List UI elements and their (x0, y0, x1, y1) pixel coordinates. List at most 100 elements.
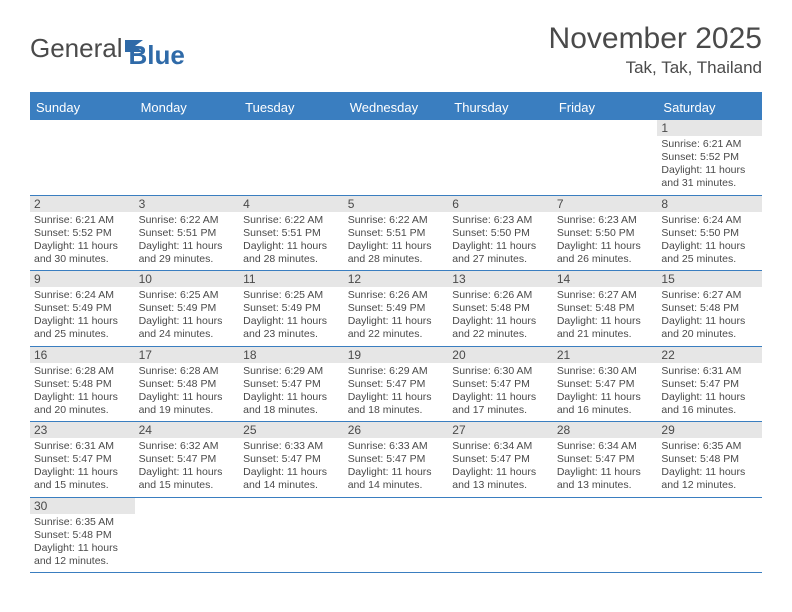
weekday-row: SundayMondayTuesdayWednesdayThursdayFrid… (30, 95, 762, 120)
day-info: Sunrise: 6:34 AMSunset: 5:47 PMDaylight:… (557, 440, 654, 493)
day-cell-10: 10 Sunrise: 6:25 AMSunset: 5:49 PMDayligh… (135, 271, 240, 347)
week-row: 1 Sunrise: 6:21 AMSunset: 5:52 PMDaylight… (30, 120, 762, 196)
day-number: 5 (344, 196, 449, 212)
day-number: 28 (553, 422, 658, 438)
empty-cell (553, 120, 658, 196)
day-number: 7 (553, 196, 658, 212)
week-row: 23 Sunrise: 6:31 AMSunset: 5:47 PMDayligh… (30, 422, 762, 498)
empty-cell (135, 120, 240, 196)
day-cell-20: 20Sunrise: 6:30 AMSunset: 5:47 PMDayligh… (448, 347, 553, 423)
day-info: Sunrise: 6:31 AMSunset: 5:47 PMDaylight:… (34, 440, 131, 493)
day-info: Sunrise: 6:28 AMSunset: 5:48 PMDaylight:… (34, 365, 131, 418)
day-number: 27 (448, 422, 553, 438)
title-block: November 2025 Tak, Tak, Thailand (549, 22, 762, 78)
day-cell-27: 27 Sunrise: 6:34 AMSunset: 5:47 PMDayligh… (448, 422, 553, 498)
day-number: 16 (30, 347, 135, 363)
day-cell-5: 5Sunrise: 6:22 AMSunset: 5:51 PMDaylight… (344, 196, 449, 272)
day-info: Sunrise: 6:35 AMSunset: 5:48 PMDaylight:… (34, 516, 131, 569)
day-cell-17: 17 Sunrise: 6:28 AMSunset: 5:48 PMDayligh… (135, 347, 240, 423)
day-number: 22 (657, 347, 762, 363)
day-info: Sunrise: 6:22 AMSunset: 5:51 PMDaylight:… (139, 214, 236, 267)
day-info: Sunrise: 6:24 AMSunset: 5:49 PMDaylight:… (34, 289, 131, 342)
day-cell-16: 16 Sunrise: 6:28 AMSunset: 5:48 PMDayligh… (30, 347, 135, 423)
day-cell-8: 8Sunrise: 6:24 AMSunset: 5:50 PMDaylight… (657, 196, 762, 272)
day-number: 21 (553, 347, 658, 363)
day-cell-14: 14Sunrise: 6:27 AMSunset: 5:48 PMDayligh… (553, 271, 658, 347)
day-cell-18: 18Sunrise: 6:29 AMSunset: 5:47 PMDayligh… (239, 347, 344, 423)
logo: General Blue (30, 26, 185, 71)
location: Tak, Tak, Thailand (549, 58, 762, 78)
day-cell-13: 13Sunrise: 6:26 AMSunset: 5:48 PMDayligh… (448, 271, 553, 347)
day-cell-1: 1 Sunrise: 6:21 AMSunset: 5:52 PMDaylight… (657, 120, 762, 196)
day-info: Sunrise: 6:32 AMSunset: 5:47 PMDaylight:… (139, 440, 236, 493)
day-number: 25 (239, 422, 344, 438)
weekday-sunday: Sunday (30, 95, 135, 120)
day-cell-28: 28 Sunrise: 6:34 AMSunset: 5:47 PMDayligh… (553, 422, 658, 498)
day-cell-2: 2 Sunrise: 6:21 AMSunset: 5:52 PMDaylight… (30, 196, 135, 272)
day-number: 19 (344, 347, 449, 363)
weekday-friday: Friday (553, 95, 658, 120)
day-info: Sunrise: 6:28 AMSunset: 5:48 PMDaylight:… (139, 365, 236, 418)
day-info: Sunrise: 6:25 AMSunset: 5:49 PMDaylight:… (243, 289, 340, 342)
day-cell-4: 4Sunrise: 6:22 AMSunset: 5:51 PMDaylight… (239, 196, 344, 272)
empty-cell (30, 120, 135, 196)
empty-cell (553, 498, 658, 574)
day-number: 12 (344, 271, 449, 287)
day-info: Sunrise: 6:23 AMSunset: 5:50 PMDaylight:… (557, 214, 654, 267)
day-cell-24: 24Sunrise: 6:32 AMSunset: 5:47 PMDayligh… (135, 422, 240, 498)
day-number: 30 (30, 498, 135, 514)
day-info: Sunrise: 6:22 AMSunset: 5:51 PMDaylight:… (243, 214, 340, 267)
empty-cell (239, 120, 344, 196)
day-number: 23 (30, 422, 135, 438)
day-number: 29 (657, 422, 762, 438)
day-info: Sunrise: 6:27 AMSunset: 5:48 PMDaylight:… (557, 289, 654, 342)
day-cell-23: 23 Sunrise: 6:31 AMSunset: 5:47 PMDayligh… (30, 422, 135, 498)
day-cell-19: 19 Sunrise: 6:29 AMSunset: 5:47 PMDayligh… (344, 347, 449, 423)
day-number: 3 (135, 196, 240, 212)
day-number: 10 (135, 271, 240, 287)
weeks-container: 1 Sunrise: 6:21 AMSunset: 5:52 PMDaylight… (30, 120, 762, 573)
day-number: 1 (657, 120, 762, 136)
day-info: Sunrise: 6:21 AMSunset: 5:52 PMDaylight:… (661, 138, 758, 191)
empty-cell (448, 120, 553, 196)
day-number: 26 (344, 422, 449, 438)
day-info: Sunrise: 6:29 AMSunset: 5:47 PMDaylight:… (348, 365, 445, 418)
day-number: 18 (239, 347, 344, 363)
day-number: 6 (448, 196, 553, 212)
day-cell-30: 30 Sunrise: 6:35 AMSunset: 5:48 PMDayligh… (30, 498, 135, 574)
day-info: Sunrise: 6:25 AMSunset: 5:49 PMDaylight:… (139, 289, 236, 342)
empty-cell (657, 498, 762, 574)
day-info: Sunrise: 6:23 AMSunset: 5:50 PMDaylight:… (452, 214, 549, 267)
day-cell-15: 15Sunrise: 6:27 AMSunset: 5:48 PMDayligh… (657, 271, 762, 347)
day-cell-9: 9 Sunrise: 6:24 AMSunset: 5:49 PMDaylight… (30, 271, 135, 347)
day-info: Sunrise: 6:33 AMSunset: 5:47 PMDaylight:… (243, 440, 340, 493)
weekday-wednesday: Wednesday (344, 95, 449, 120)
day-info: Sunrise: 6:21 AMSunset: 5:52 PMDaylight:… (34, 214, 131, 267)
weekday-saturday: Saturday (657, 95, 762, 120)
day-info: Sunrise: 6:35 AMSunset: 5:48 PMDaylight:… (661, 440, 758, 493)
day-number: 11 (239, 271, 344, 287)
day-number: 9 (30, 271, 135, 287)
empty-cell (344, 498, 449, 574)
day-info: Sunrise: 6:33 AMSunset: 5:47 PMDaylight:… (348, 440, 445, 493)
day-info: Sunrise: 6:24 AMSunset: 5:50 PMDaylight:… (661, 214, 758, 267)
empty-cell (239, 498, 344, 574)
logo-text-general: General (30, 33, 123, 64)
empty-cell (135, 498, 240, 574)
day-cell-25: 25 Sunrise: 6:33 AMSunset: 5:47 PMDayligh… (239, 422, 344, 498)
day-info: Sunrise: 6:34 AMSunset: 5:47 PMDaylight:… (452, 440, 549, 493)
day-number: 15 (657, 271, 762, 287)
day-cell-26: 26 Sunrise: 6:33 AMSunset: 5:47 PMDayligh… (344, 422, 449, 498)
day-cell-12: 12Sunrise: 6:26 AMSunset: 5:49 PMDayligh… (344, 271, 449, 347)
day-cell-11: 11 Sunrise: 6:25 AMSunset: 5:49 PMDayligh… (239, 271, 344, 347)
day-cell-6: 6 Sunrise: 6:23 AMSunset: 5:50 PMDaylight… (448, 196, 553, 272)
week-row: 9 Sunrise: 6:24 AMSunset: 5:49 PMDaylight… (30, 271, 762, 347)
day-info: Sunrise: 6:31 AMSunset: 5:47 PMDaylight:… (661, 365, 758, 418)
day-cell-29: 29 Sunrise: 6:35 AMSunset: 5:48 PMDayligh… (657, 422, 762, 498)
day-info: Sunrise: 6:30 AMSunset: 5:47 PMDaylight:… (557, 365, 654, 418)
weekday-tuesday: Tuesday (239, 95, 344, 120)
day-info: Sunrise: 6:26 AMSunset: 5:48 PMDaylight:… (452, 289, 549, 342)
day-cell-3: 3 Sunrise: 6:22 AMSunset: 5:51 PMDaylight… (135, 196, 240, 272)
day-number: 17 (135, 347, 240, 363)
day-number: 2 (30, 196, 135, 212)
